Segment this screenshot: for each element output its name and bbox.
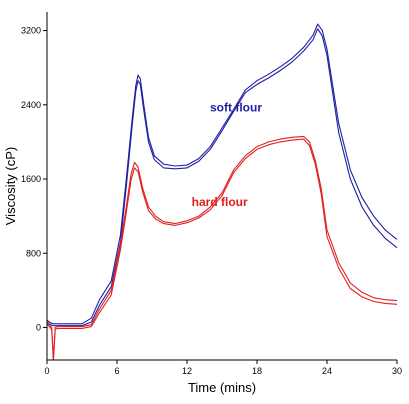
series-line-2: [46, 28, 398, 327]
series-line-1: [46, 23, 398, 325]
series-line-4: [46, 138, 398, 361]
y-tick-label: 0: [36, 323, 41, 333]
series-lines: [46, 23, 398, 361]
x-tick-label: 6: [114, 366, 119, 376]
y-tick-label: 800: [26, 248, 41, 258]
y-tick-label: 2400: [21, 100, 41, 110]
annotations: soft flour hard flour: [192, 100, 263, 209]
annotation-label: soft flour: [210, 100, 262, 114]
x-tick-label: 12: [182, 366, 192, 376]
y-tick-label: 3200: [21, 26, 41, 36]
series-line-3: [46, 135, 398, 361]
axes: [46, 12, 397, 361]
x-tick-label: 24: [322, 366, 332, 376]
x-tick-label: 0: [44, 366, 49, 376]
axis-ticks: 0 6 12 18 24 30 0 800 1600 2400 3200: [21, 26, 402, 376]
x-tick-label: 18: [252, 366, 262, 376]
annotation-label: hard flour: [192, 195, 248, 209]
x-axis-title: Time (mins): [188, 380, 256, 395]
x-tick-label: 30: [392, 366, 402, 376]
y-axis-title: Viscosity (cP): [3, 147, 18, 226]
y-tick-label: 1600: [21, 174, 41, 184]
